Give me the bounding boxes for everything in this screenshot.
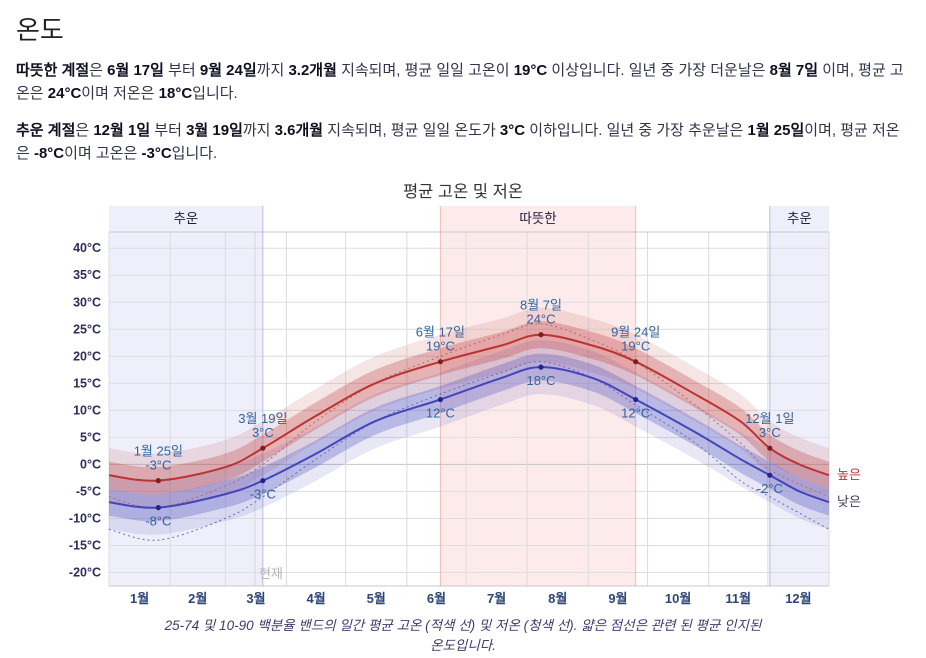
cold-season-paragraph: 추운 계절은 12월 1일 부터 3월 19일까지 3.6개월 지속되며, 평균… <box>16 121 900 162</box>
x-axis-label: 10월 <box>665 591 691 606</box>
temperature-chart-block: 평균 고온 및 저온 높은 낮은 1월 25일 -3°C -8°C 3월 19일 3°C -3… <box>41 178 886 655</box>
high-band <box>109 321 829 495</box>
annotation-label: 24°C <box>526 312 555 327</box>
perceived-low-dotted-line <box>108 361 830 541</box>
annotation-label: 3°C <box>759 425 781 440</box>
season-band <box>440 206 636 586</box>
x-axis-label: 9월 <box>608 591 627 606</box>
x-axis-label: 6월 <box>427 591 446 606</box>
season-label: 추운 <box>174 211 199 226</box>
warm-season-paragraph: 따뜻한 계절은 6월 17일 부터 9월 24일까지 3.2개월 지속되며, 평… <box>16 62 904 103</box>
high-temp-line <box>108 333 830 482</box>
season-label: 추운 <box>787 211 812 226</box>
annotation-label: -2°C <box>757 481 783 496</box>
data-point-dot <box>437 359 443 365</box>
annotation-label: 19°C <box>621 339 650 354</box>
data-point-dot <box>260 478 266 484</box>
y-axis-label: 5°C <box>80 430 101 444</box>
y-axis-label: 25°C <box>73 322 101 336</box>
data-point-dot <box>538 364 544 370</box>
y-axis-label: -10°C <box>69 511 101 525</box>
annotation-label: -3°C <box>145 458 171 473</box>
annotation-label: -8°C <box>145 514 171 529</box>
season-band <box>769 206 829 586</box>
x-axis-label: 7월 <box>487 591 506 606</box>
annotation-label: 3월 19일 <box>238 411 287 426</box>
y-axis-label: -20°C <box>69 565 101 579</box>
data-point-dot <box>633 359 639 365</box>
y-axis-label: 0°C <box>80 457 101 471</box>
y-axis-label: 15°C <box>73 376 101 390</box>
season-band <box>109 206 263 586</box>
data-point-dot <box>155 505 161 511</box>
perceived-high-dotted-line <box>108 323 830 509</box>
annotation-label: 18°C <box>526 373 555 388</box>
y-axis-label: 30°C <box>73 295 101 309</box>
page-title: 온도 <box>16 15 64 45</box>
chart-caption: 25-74 및 10-90 백분율 밴드의 일간 평균 고온 (적색 선) 및 … <box>164 618 762 653</box>
high-series-label: 높은 <box>837 467 861 482</box>
annotation-label: 12°C <box>426 406 455 421</box>
x-axis-label: 12월 <box>785 591 811 606</box>
data-point-dot <box>155 478 161 484</box>
low-series-label: 낮은 <box>837 494 861 509</box>
x-axis-label: 1월 <box>130 591 149 606</box>
annotation-label: 6월 17일 <box>416 325 465 340</box>
annotation-label: 12월 1일 <box>745 411 794 426</box>
annotation-label: -3°C <box>250 487 276 502</box>
x-axis-label: 4월 <box>307 591 326 606</box>
low-band <box>109 340 829 535</box>
current-date-label: 현재 <box>259 566 283 581</box>
x-axis-label: 3월 <box>246 591 265 606</box>
annotation-label: 3°C <box>252 425 274 440</box>
x-axis-label: 8월 <box>548 591 567 606</box>
annotation-label: 1월 25일 <box>134 444 183 459</box>
high-band <box>109 307 829 508</box>
y-axis-label: -15°C <box>69 538 101 552</box>
low-temp-line <box>108 366 830 509</box>
annotation-label: 8월 7일 <box>520 298 562 313</box>
data-point-dot <box>767 445 773 451</box>
y-axis-label: 35°C <box>73 268 101 282</box>
y-axis-label: 10°C <box>73 403 101 417</box>
season-label: 따뜻한 <box>519 211 556 226</box>
x-axis-label: 11월 <box>725 591 751 606</box>
y-axis-label: -5°C <box>76 484 101 498</box>
data-point-dot <box>767 472 773 478</box>
data-point-dot <box>538 332 544 338</box>
y-axis-label: 20°C <box>73 349 101 363</box>
x-axis-label: 2월 <box>188 591 207 606</box>
chart-title: 평균 고온 및 저온 <box>402 183 523 201</box>
data-point-dot <box>260 445 266 451</box>
data-point-dot <box>437 396 443 403</box>
annotation-label: 12°C <box>621 406 650 421</box>
annotation-label: 19°C <box>426 339 455 354</box>
low-band <box>109 353 829 522</box>
data-point-dot <box>633 396 639 403</box>
annotation-label: 9월 24일 <box>611 325 660 340</box>
y-axis-label: 40°C <box>73 241 101 255</box>
x-axis-label: 5월 <box>367 591 386 606</box>
